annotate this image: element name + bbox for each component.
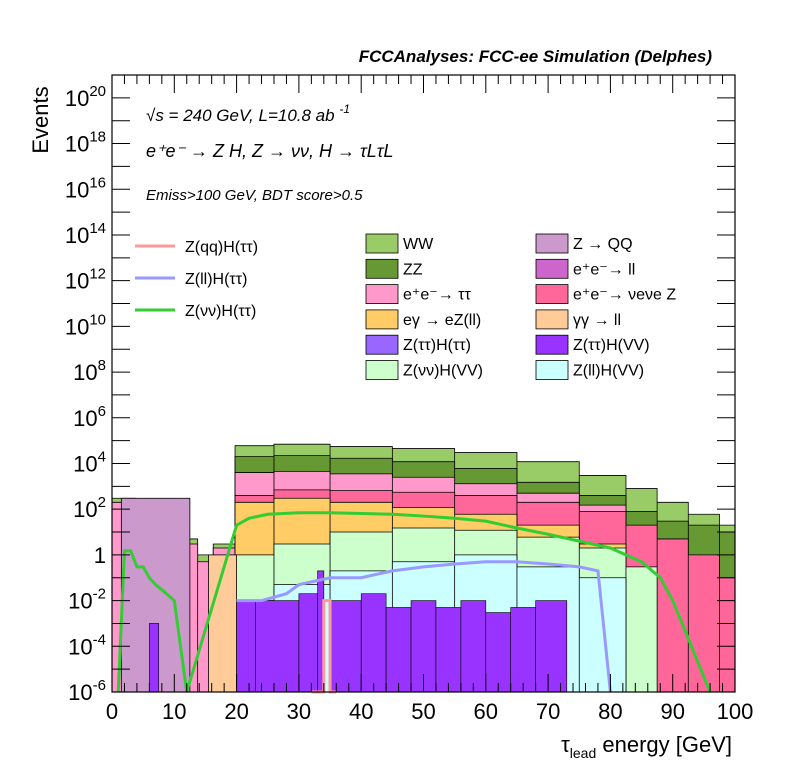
bar-ztautau-hvv (149, 623, 160, 693)
legend-entry-label: e⁺e⁻→ ll (573, 261, 635, 278)
legend-entry-label: e⁺e⁻→ ττ (403, 287, 471, 304)
x-axis-label: τlead energy [GeV] (561, 732, 732, 761)
x-tick-label: 20 (224, 699, 248, 724)
legend-entry-label: e⁺e⁻→ νeνe Z (573, 287, 676, 304)
y-tick-label: 104 (73, 448, 106, 476)
y-tick-label: 10-4 (68, 631, 106, 659)
legend-color-swatch (535, 309, 569, 330)
x-tick-label: 40 (349, 699, 373, 724)
legend-color-swatch (535, 360, 569, 380)
bar-ztautau-hvv (485, 612, 512, 693)
x-tick-label: 100 (717, 699, 754, 724)
legend-entry-label: Z(νν)H(ττ) (185, 303, 256, 320)
annotation-line1: √s = 240 GeV, L=10.8 ab -1 (146, 102, 350, 125)
x-tick-label: 50 (411, 699, 435, 724)
legend-entry-label: Z → QQ (573, 236, 633, 253)
bar-ztautau-hvv (510, 607, 536, 693)
x-tick-label: 80 (598, 699, 622, 724)
x-tick-label: 90 (660, 699, 684, 724)
legend-color-swatch (535, 284, 569, 305)
legend-entry-label: eγ → eZ(ll) (403, 312, 481, 329)
plot-layers (111, 443, 736, 694)
bar-ztautau-hvv (435, 607, 462, 693)
legend-color-swatch (535, 334, 569, 355)
x-tick-label: 10 (162, 699, 186, 724)
annotations: √s = 240 GeV, L=10.8 ab -1 e⁺e⁻ → Z H, Z… (146, 102, 394, 204)
y-tick-label: 1 (94, 543, 106, 568)
signal-line-z-h- (116, 511, 712, 693)
legend-color-swatch (365, 334, 399, 355)
x-tick-label: 0 (106, 699, 118, 724)
y-tick-label: 102 (73, 494, 106, 522)
legend-entry-label: Z(ττ)H(ττ) (403, 337, 471, 354)
legend-entry-label: Z(ll)H(ττ) (185, 271, 247, 288)
bar-ztautau-hvv (535, 600, 568, 693)
x-tick-label: 30 (287, 699, 311, 724)
bar-ztautau-hvv (254, 600, 300, 693)
y-axis-label: Events (28, 86, 53, 153)
legend-entry-label: WW (403, 236, 434, 253)
legend: Z(qq)H(ττ) Z(ll)H(ττ) Z(νν)H(ττ) WW Z → QQ ZZ… (135, 233, 676, 380)
annotation-line2: e⁺e⁻ → Z H, Z → νν, H → τLτL (146, 141, 394, 161)
axes: 0 10 20 30 40 50 60 70 80 90 10010-610-410-2110210… (65, 74, 754, 724)
y-tick-label: 1018 (65, 129, 106, 157)
legend-entry-label: Z(ττ)H(VV) (573, 337, 650, 354)
bar-ztautau-hvv (460, 600, 487, 693)
signal-line-z-ll-h- (236, 560, 612, 693)
y-tick-label: 1010 (65, 311, 106, 339)
bar-ztautau-hvv (385, 607, 412, 693)
bar-ztautau-hvv (298, 593, 318, 693)
legend-color-swatch (365, 309, 399, 330)
chart-title: FCCAnalyses: FCC-ee Simulation (Delphes) (359, 47, 713, 66)
y-tick-label: 108 (73, 357, 106, 385)
legend-color-swatch (535, 233, 569, 254)
annotation-line3: Emiss>100 GeV, BDT score>0.5 (146, 187, 363, 204)
y-tick-label: 106 (73, 403, 106, 431)
legend-color-swatch (365, 233, 399, 254)
bar-ztautau-hvv (360, 593, 387, 693)
legend-color-swatch (365, 258, 399, 279)
legend-entry-label: Z(ll)H(VV) (573, 363, 644, 380)
bar-ztautau-hvv (329, 600, 362, 693)
y-tick-label: 1016 (65, 174, 106, 202)
y-tick-label: 10-2 (68, 586, 106, 614)
y-tick-label: 10-6 (68, 677, 106, 705)
x-tick-label: 70 (536, 699, 560, 724)
y-tick-label: 1014 (65, 220, 106, 248)
bar-ztautau-hvv (236, 600, 256, 693)
legend-color-swatch (365, 284, 399, 305)
y-tick-label: 1020 (65, 83, 106, 111)
legend-entry-label: Z(qq)H(ττ) (185, 239, 258, 256)
legend-entry-label: Z(νν)H(VV) (403, 363, 483, 380)
legend-color-swatch (365, 360, 399, 380)
legend-entry-label: γγ → ll (573, 312, 621, 329)
x-tick-label: 60 (474, 699, 498, 724)
y-tick-label: 1012 (65, 266, 106, 294)
legend-color-swatch (535, 258, 569, 279)
legend-entry-label: ZZ (403, 261, 423, 278)
